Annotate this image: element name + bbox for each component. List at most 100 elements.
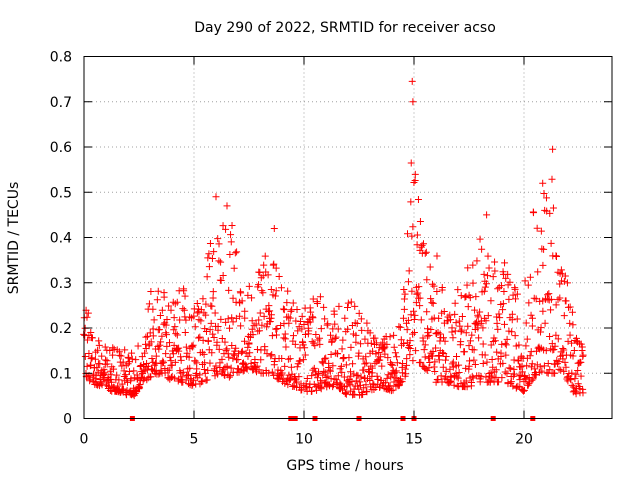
data-point	[502, 351, 510, 359]
data-point	[481, 351, 489, 359]
data-point	[201, 325, 209, 333]
data-point	[197, 317, 205, 325]
data-point	[211, 309, 219, 317]
data-point	[445, 379, 453, 387]
data-point	[300, 320, 308, 328]
data-point	[569, 352, 577, 360]
data-point	[170, 314, 178, 322]
data-point	[157, 366, 165, 374]
data-point	[464, 303, 472, 311]
data-point	[506, 278, 514, 286]
data-point	[237, 322, 245, 330]
data-point	[416, 218, 424, 226]
data-point	[368, 364, 376, 372]
data-point	[559, 345, 567, 353]
data-point	[314, 336, 322, 344]
data-point	[452, 370, 460, 378]
data-point	[121, 346, 129, 354]
data-point	[170, 326, 178, 334]
data-point	[256, 309, 264, 317]
data-point	[177, 356, 185, 364]
data-point	[453, 373, 461, 381]
data-point	[560, 346, 568, 354]
data-point	[423, 276, 431, 284]
data-point	[456, 322, 464, 330]
data-point	[568, 369, 576, 377]
data-point	[124, 378, 132, 386]
data-point	[185, 371, 193, 379]
data-point	[261, 343, 269, 351]
data-point	[165, 302, 173, 310]
data-point	[400, 305, 408, 313]
data-point	[267, 311, 275, 319]
data-point	[556, 294, 564, 302]
data-point	[89, 373, 97, 381]
data-point	[453, 353, 461, 361]
data-point	[431, 367, 439, 375]
data-point	[449, 358, 457, 366]
data-point	[448, 324, 456, 332]
data-point	[404, 278, 412, 286]
data-point	[287, 307, 295, 315]
data-point	[334, 372, 342, 380]
data-point	[342, 361, 350, 369]
data-point	[429, 348, 437, 356]
data-point	[500, 287, 508, 295]
data-point	[405, 267, 413, 275]
data-point	[441, 337, 449, 345]
data-point	[179, 305, 187, 313]
data-point	[511, 332, 519, 340]
data-point	[500, 320, 508, 328]
data-point	[361, 360, 369, 368]
data-point	[540, 362, 548, 370]
data-point	[223, 345, 231, 353]
data-point	[284, 381, 292, 389]
data-point	[332, 376, 340, 384]
data-point	[180, 306, 188, 314]
data-point	[353, 371, 361, 379]
data-point	[381, 350, 389, 358]
data-point	[458, 313, 466, 321]
data-point	[536, 363, 544, 371]
data-point	[510, 370, 518, 378]
data-point	[303, 375, 311, 383]
data-point	[206, 359, 214, 367]
x-tick-label: 5	[190, 432, 199, 448]
data-point	[93, 364, 101, 372]
data-point	[476, 308, 484, 316]
data-point	[413, 231, 421, 239]
data-point	[498, 282, 506, 290]
data-point	[421, 249, 429, 257]
data-point	[501, 259, 509, 267]
data-point	[502, 274, 510, 282]
data-point	[149, 305, 157, 313]
data-point	[329, 362, 337, 370]
data-point	[362, 381, 370, 389]
data-point	[525, 299, 533, 307]
data-point	[88, 334, 96, 342]
data-point	[87, 361, 95, 369]
data-point	[507, 378, 515, 386]
tick-labels: 0 0.1 0.2 0.3 0.4 0.5 0.6 0.7 0.8 0 5 10 15 20	[50, 50, 533, 448]
data-point	[208, 255, 216, 263]
data-point	[536, 297, 544, 305]
data-point	[406, 351, 414, 359]
data-point	[480, 287, 488, 295]
data-point	[513, 290, 521, 298]
data-point	[283, 299, 291, 307]
data-point	[153, 296, 161, 304]
data-point	[193, 365, 201, 373]
data-point	[215, 240, 223, 248]
data-point	[449, 334, 457, 342]
data-point	[193, 309, 201, 317]
data-point	[351, 302, 359, 310]
data-point	[260, 312, 268, 320]
data-point	[316, 340, 324, 348]
data-point	[481, 283, 489, 291]
data-point-peak	[223, 202, 231, 210]
data-point	[495, 378, 503, 386]
data-point	[460, 348, 468, 356]
data-point	[499, 359, 507, 367]
data-point	[293, 363, 301, 371]
data-point	[234, 350, 242, 358]
